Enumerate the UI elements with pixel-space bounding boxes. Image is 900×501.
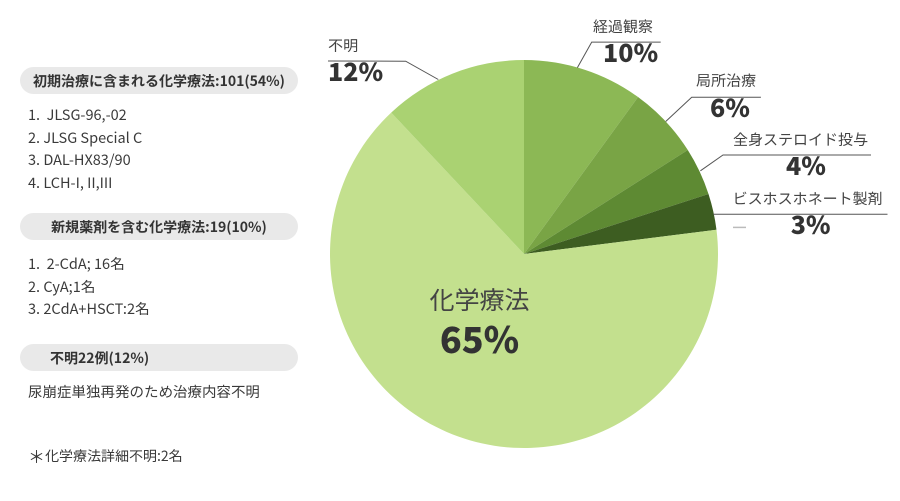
svg-text:3%: 3% <box>791 206 831 242</box>
svg-text:12%: 12% <box>328 53 383 89</box>
svg-text:65%: 65% <box>440 312 519 364</box>
svg-text:局所治療: 局所治療 <box>696 70 756 91</box>
svg-text:4%: 4% <box>786 147 826 183</box>
svg-text:6%: 6% <box>710 89 750 125</box>
svg-text:10%: 10% <box>603 34 658 70</box>
